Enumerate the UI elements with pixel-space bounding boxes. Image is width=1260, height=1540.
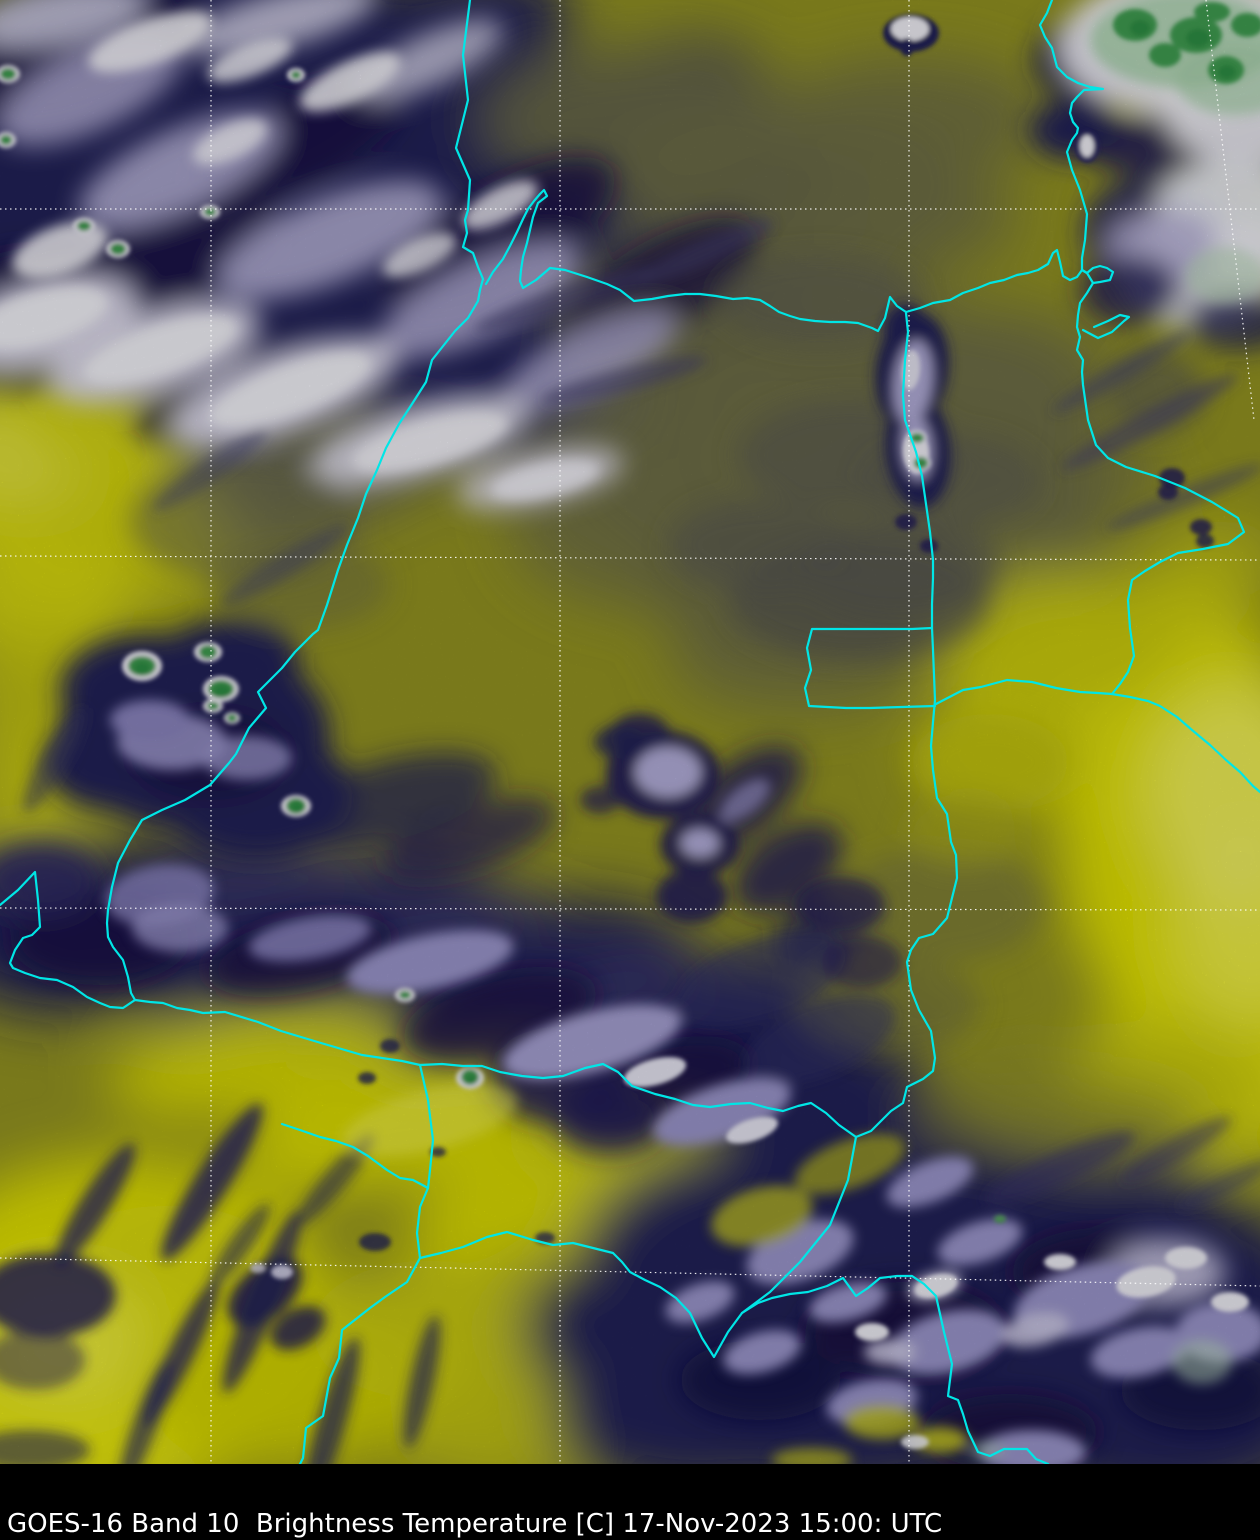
cloud-texture-layer [0, 0, 1260, 1464]
border-boundary-rectangle [803, 626, 937, 710]
border-river-west [105, 0, 485, 1002]
graticule-line [0, 907, 1260, 911]
border-border-meander-loop [1081, 313, 1131, 340]
border-south-diagonal [133, 998, 858, 1139]
border-border-north [484, 188, 1115, 333]
border-border-east [1038, 0, 1260, 794]
border-river-parana [418, 1230, 1050, 1464]
border-connector-north [934, 678, 1114, 706]
border-staircase-west [0, 870, 137, 1010]
border-overlay-layer [0, 0, 1260, 1464]
graticule-line [0, 555, 1260, 561]
graticule-line [1205, 0, 1255, 421]
border-river-branch-south [298, 1063, 435, 1464]
caption-text: GOES-16 Band 10 Brightness Temperature [… [7, 1509, 943, 1539]
border-river-paraguay-lower [740, 1135, 858, 1315]
satellite-map [0, 0, 1260, 1464]
caption-bar: GOES-16 Band 10 Brightness Temperature [… [0, 1464, 1260, 1540]
border-river-paraguay [854, 311, 959, 1139]
border-river-branch-west [280, 1122, 430, 1190]
